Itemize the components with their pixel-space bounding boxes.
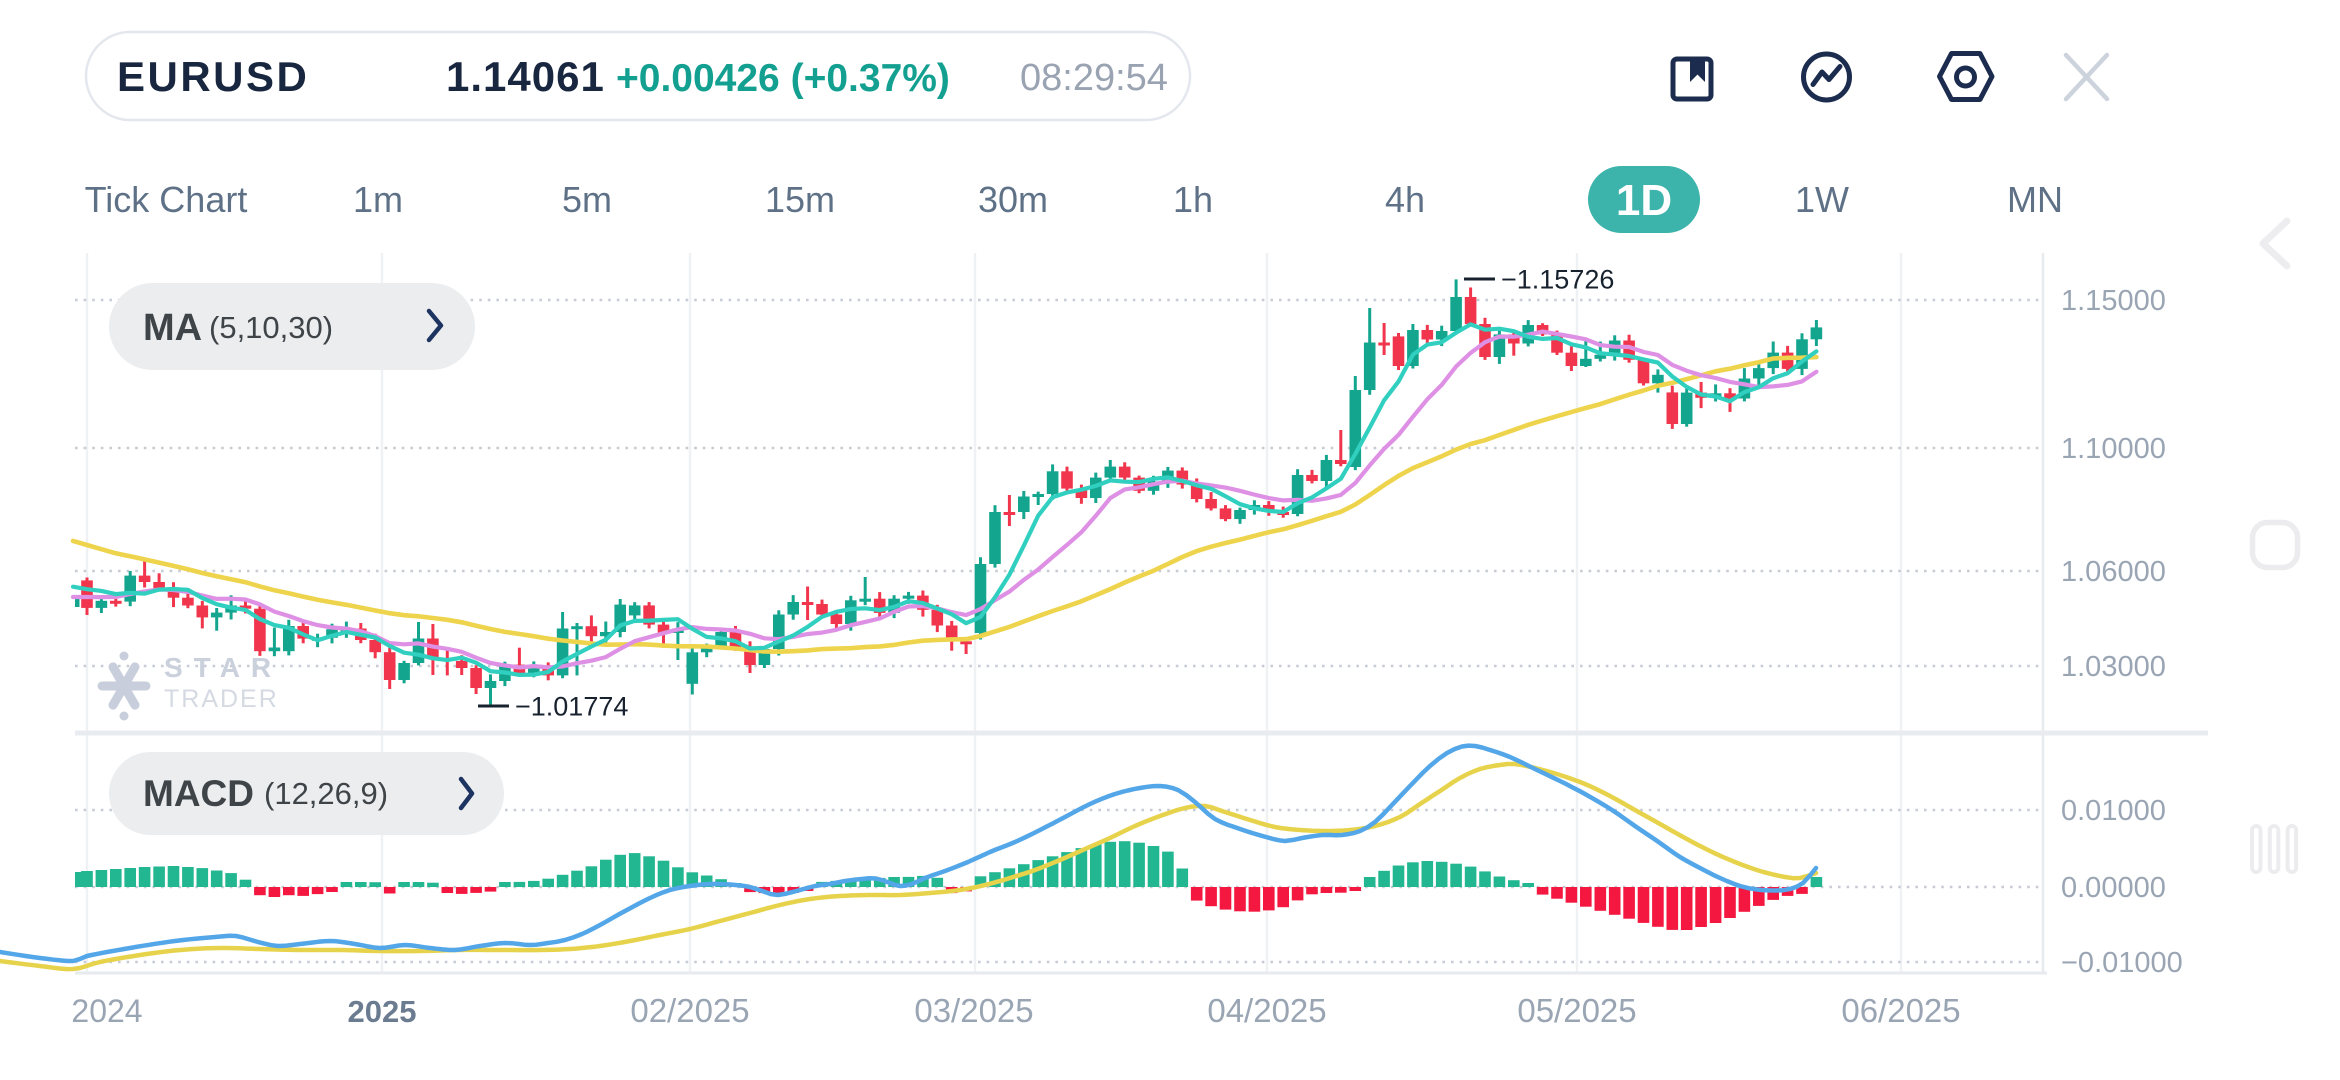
svg-text:−1.15726: −1.15726	[1501, 265, 1614, 295]
svg-text:(5,10,30): (5,10,30)	[209, 310, 333, 345]
svg-text:EURUSD: EURUSD	[117, 53, 309, 100]
svg-text:1.14061: 1.14061	[446, 53, 605, 100]
svg-text:05/2025: 05/2025	[1517, 992, 1636, 1029]
svg-text:MA: MA	[143, 307, 202, 349]
svg-text:08:29:54: 08:29:54	[1020, 57, 1168, 99]
svg-text:15m: 15m	[765, 179, 835, 220]
svg-text:02/2025: 02/2025	[630, 992, 749, 1029]
svg-text:30m: 30m	[978, 179, 1048, 220]
svg-text:1h: 1h	[1173, 179, 1213, 220]
svg-text:−0.01000: −0.01000	[2061, 947, 2183, 979]
svg-text:(12,26,9): (12,26,9)	[264, 776, 388, 811]
svg-text:MACD: MACD	[143, 773, 254, 814]
svg-text:04/2025: 04/2025	[1207, 992, 1326, 1029]
svg-text:1D: 1D	[1616, 176, 1672, 225]
svg-text:1W: 1W	[1795, 179, 1849, 220]
svg-text:1.15000: 1.15000	[2061, 285, 2166, 317]
svg-text:Tick Chart: Tick Chart	[85, 179, 248, 220]
svg-text:1.06000: 1.06000	[2061, 556, 2166, 588]
svg-text:−1.01774: −1.01774	[515, 692, 628, 722]
svg-text:1.03000: 1.03000	[2061, 651, 2166, 683]
svg-text:0.01000: 0.01000	[2061, 795, 2166, 827]
svg-text:0.00000: 0.00000	[2061, 872, 2166, 904]
svg-text:STAR: STAR	[164, 652, 282, 683]
svg-text:1m: 1m	[353, 179, 403, 220]
svg-text:06/2025: 06/2025	[1841, 992, 1960, 1029]
svg-text:MN: MN	[2007, 179, 2063, 220]
svg-text:+0.00426 (+0.37%): +0.00426 (+0.37%)	[616, 57, 950, 100]
svg-text:2024: 2024	[71, 993, 142, 1029]
svg-text:2025: 2025	[348, 994, 417, 1029]
svg-text:5m: 5m	[562, 179, 612, 220]
svg-text:4h: 4h	[1385, 179, 1425, 220]
svg-text:TRADER: TRADER	[164, 685, 279, 713]
svg-text:03/2025: 03/2025	[914, 992, 1033, 1029]
svg-text:1.10000: 1.10000	[2061, 433, 2166, 465]
